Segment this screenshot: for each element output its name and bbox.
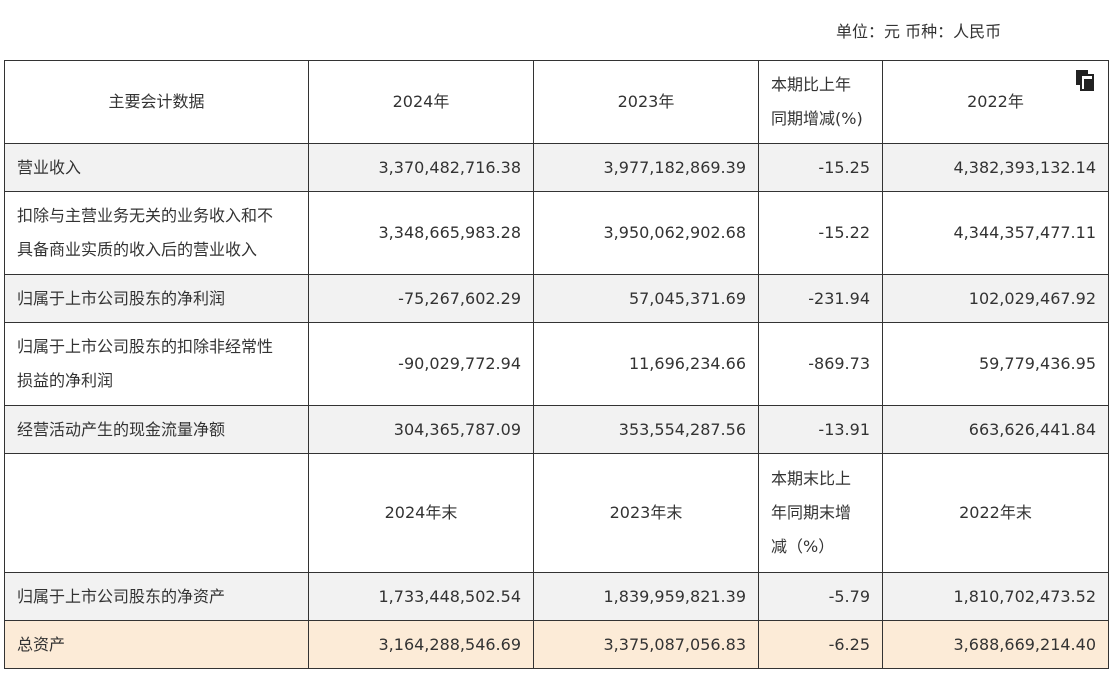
table-row: 归属于上市公司股东的扣除非经常性 损益的净利润 -90,029,772.94 1… (4, 322, 1109, 406)
cell-2023: 353,554,287.56 (533, 405, 759, 454)
header-2023: 2023年 (533, 60, 759, 144)
row-label: 营业收入 (4, 143, 309, 192)
subheader-2022: 2022年末 (882, 453, 1109, 573)
row-label: 归属于上市公司股东的扣除非经常性 损益的净利润 (4, 322, 309, 406)
cell-2022: 663,626,441.84 (882, 405, 1109, 454)
table-row: 经营活动产生的现金流量净额 304,365,787.09 353,554,287… (4, 405, 1109, 454)
cell-change: -5.79 (758, 572, 883, 621)
table-subheader-row: 2024年末 2023年末 本期末比上 年同期末增 减（%） 2022年末 (4, 453, 1109, 573)
copy-icon[interactable] (1074, 69, 1096, 91)
header-change: 本期比上年 同期增减(%) (758, 60, 883, 144)
row-label: 归属于上市公司股东的净资产 (4, 572, 309, 621)
cell-2023: 57,045,371.69 (533, 274, 759, 323)
header-change-line2: 同期增减(%) (771, 109, 863, 128)
cell-2024: 3,164,288,546.69 (308, 620, 534, 669)
cell-2022: 59,779,436.95 (882, 322, 1109, 406)
cell-2022: 1,810,702,473.52 (882, 572, 1109, 621)
cell-2024: 1,733,448,502.54 (308, 572, 534, 621)
cell-change: -231.94 (758, 274, 883, 323)
cell-2023: 3,977,182,869.39 (533, 143, 759, 192)
row-label-line1: 归属于上市公司股东的扣除非经常性 (17, 337, 274, 356)
table-row-highlighted: 总资产 3,164,288,546.69 3,375,087,056.83 -6… (4, 620, 1109, 669)
cell-2023: 3,375,087,056.83 (533, 620, 759, 669)
row-label-line2: 具备商业实质的收入后的营业收入 (17, 240, 258, 259)
subheader-change-line3: 减（%） (771, 537, 835, 556)
subheader-change: 本期末比上 年同期末增 减（%） (758, 453, 883, 573)
table-row: 营业收入 3,370,482,716.38 3,977,182,869.39 -… (4, 143, 1109, 192)
subheader-change-line2: 年同期末增 (771, 503, 852, 522)
unit-currency-note: 单位：元 币种：人民币 (836, 22, 1002, 41)
cell-2024: -90,029,772.94 (308, 322, 534, 406)
row-label-line2: 损益的净利润 (17, 371, 114, 390)
table-header-row: 主要会计数据 2024年 2023年 本期比上年 同期增减(%) 2022年 (4, 60, 1109, 144)
cell-2024: 304,365,787.09 (308, 405, 534, 454)
cell-2022: 102,029,467.92 (882, 274, 1109, 323)
header-2022-label: 2022年 (967, 92, 1024, 111)
cell-2022: 4,382,393,132.14 (882, 143, 1109, 192)
row-label: 总资产 (4, 620, 309, 669)
header-label: 主要会计数据 (4, 60, 309, 144)
header-2022: 2022年 (882, 60, 1109, 144)
subheader-change-line1: 本期末比上 (771, 469, 852, 488)
cell-2022: 4,344,357,477.11 (882, 191, 1109, 275)
cell-change: -6.25 (758, 620, 883, 669)
cell-2023: 11,696,234.66 (533, 322, 759, 406)
cell-2024: 3,348,665,983.28 (308, 191, 534, 275)
row-label: 扣除与主营业务无关的业务收入和不 具备商业实质的收入后的营业收入 (4, 191, 309, 275)
cell-2022: 3,688,669,214.40 (882, 620, 1109, 669)
subheader-2023: 2023年末 (533, 453, 759, 573)
table-row: 扣除与主营业务无关的业务收入和不 具备商业实质的收入后的营业收入 3,348,6… (4, 191, 1109, 275)
header-change-line1: 本期比上年 (771, 75, 852, 94)
cell-2024: -75,267,602.29 (308, 274, 534, 323)
table-row: 归属于上市公司股东的净利润 -75,267,602.29 57,045,371.… (4, 274, 1109, 323)
row-label-line1: 扣除与主营业务无关的业务收入和不 (17, 206, 274, 225)
row-label: 归属于上市公司股东的净利润 (4, 274, 309, 323)
subheader-label (4, 453, 309, 573)
subheader-2024: 2024年末 (308, 453, 534, 573)
cell-2024: 3,370,482,716.38 (308, 143, 534, 192)
table-row: 归属于上市公司股东的净资产 1,733,448,502.54 1,839,959… (4, 572, 1109, 621)
cell-change: -13.91 (758, 405, 883, 454)
header-2024: 2024年 (308, 60, 534, 144)
financial-data-table: 主要会计数据 2024年 2023年 本期比上年 同期增减(%) 2022年 营… (4, 60, 1109, 669)
cell-2023: 3,950,062,902.68 (533, 191, 759, 275)
row-label: 经营活动产生的现金流量净额 (4, 405, 309, 454)
cell-change: -869.73 (758, 322, 883, 406)
cell-change: -15.25 (758, 143, 883, 192)
cell-2023: 1,839,959,821.39 (533, 572, 759, 621)
cell-change: -15.22 (758, 191, 883, 275)
